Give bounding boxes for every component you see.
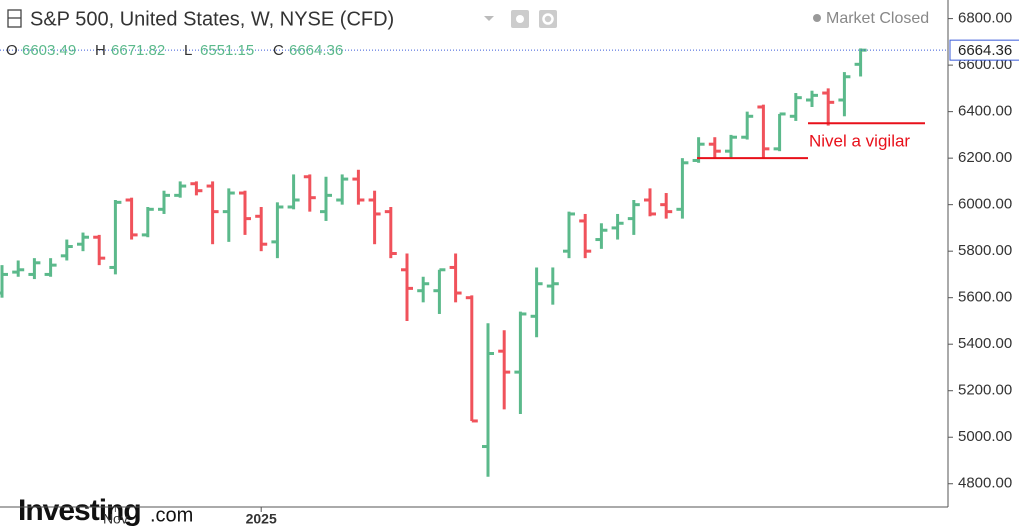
logo-suffix: .com (150, 504, 193, 526)
y-tick-label: 6200.00 (958, 149, 1012, 166)
logo: Investing (18, 494, 141, 527)
ohlc-key: O (6, 42, 18, 59)
dropdown-icon[interactable] (484, 16, 494, 21)
y-tick-label: 6000.00 (958, 196, 1012, 213)
y-tick-label: 5600.00 (958, 289, 1012, 306)
status-dot (813, 14, 821, 22)
eye-icon (516, 15, 524, 23)
y-tick-label: 6800.00 (958, 10, 1012, 27)
annotation: Nivel a vigilar (809, 132, 910, 151)
last-price-box (949, 39, 1019, 61)
y-tick-label: 5800.00 (958, 242, 1012, 259)
ohlc-value: 6603.49 (22, 42, 76, 59)
y-tick-label: 6400.00 (958, 103, 1012, 120)
ohlc-key: L (184, 42, 192, 59)
last-price-label: 6664.36 (958, 42, 1012, 59)
y-tick-label: 5400.00 (958, 335, 1012, 352)
ohlc-key: C (273, 42, 284, 59)
ohlc-value: 6551.15 (200, 42, 254, 59)
y-tick-label: 5000.00 (958, 428, 1012, 445)
chart-title: S&P 500, United States, W, NYSE (CFD) (30, 8, 394, 30)
settings-icon (542, 13, 554, 25)
x-tick-label: Nov (103, 511, 128, 527)
market-status: Market Closed (826, 10, 929, 27)
x-tick-label: 2025 (246, 511, 277, 527)
ohlc-value: 6664.36 (289, 42, 343, 59)
ohlc-value: 6671.82 (111, 42, 165, 59)
settings-button[interactable] (539, 10, 557, 28)
ohlc-key: H (95, 42, 106, 59)
y-tick-label: 5200.00 (958, 382, 1012, 399)
y-tick-label: 4800.00 (958, 475, 1012, 492)
